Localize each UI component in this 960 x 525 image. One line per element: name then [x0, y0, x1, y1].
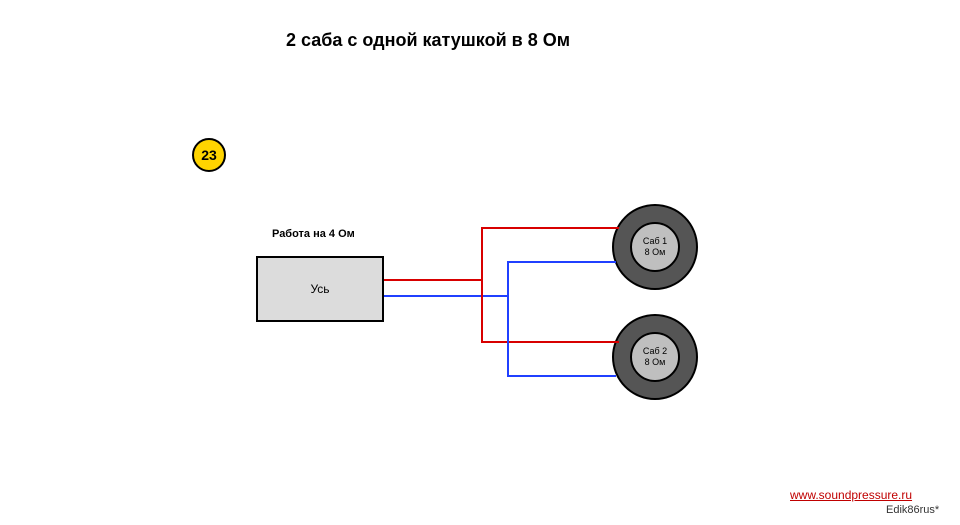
operating-impedance-label: Работа на 4 Ом [272, 228, 355, 240]
diagram-number-badge: 23 [192, 138, 226, 172]
source-link[interactable]: www.soundpressure.ru [790, 488, 912, 502]
amplifier-label: Усь [310, 282, 329, 296]
author-credit: Edik86rus* [886, 504, 939, 516]
speaker-1-name: Саб 1 [643, 236, 667, 247]
amplifier-box: Усь [256, 256, 384, 322]
wire-red-main [384, 228, 619, 280]
wire-blue-branch [508, 296, 616, 376]
wire-red-branch [482, 280, 619, 342]
speaker-2-impedance: 8 Ом [645, 357, 666, 368]
diagram-title: 2 саба с одной катушкой в 8 Ом [286, 30, 570, 51]
speaker-2: Саб 2 8 Ом [612, 314, 698, 400]
speaker-1: Саб 1 8 Ом [612, 204, 698, 290]
badge-number: 23 [201, 147, 217, 163]
speaker-1-cone: Саб 1 8 Ом [630, 222, 680, 272]
speaker-2-name: Саб 2 [643, 346, 667, 357]
wire-blue-main [384, 262, 616, 296]
speaker-2-cone: Саб 2 8 Ом [630, 332, 680, 382]
wiring-svg [0, 0, 960, 525]
speaker-1-impedance: 8 Ом [645, 247, 666, 258]
